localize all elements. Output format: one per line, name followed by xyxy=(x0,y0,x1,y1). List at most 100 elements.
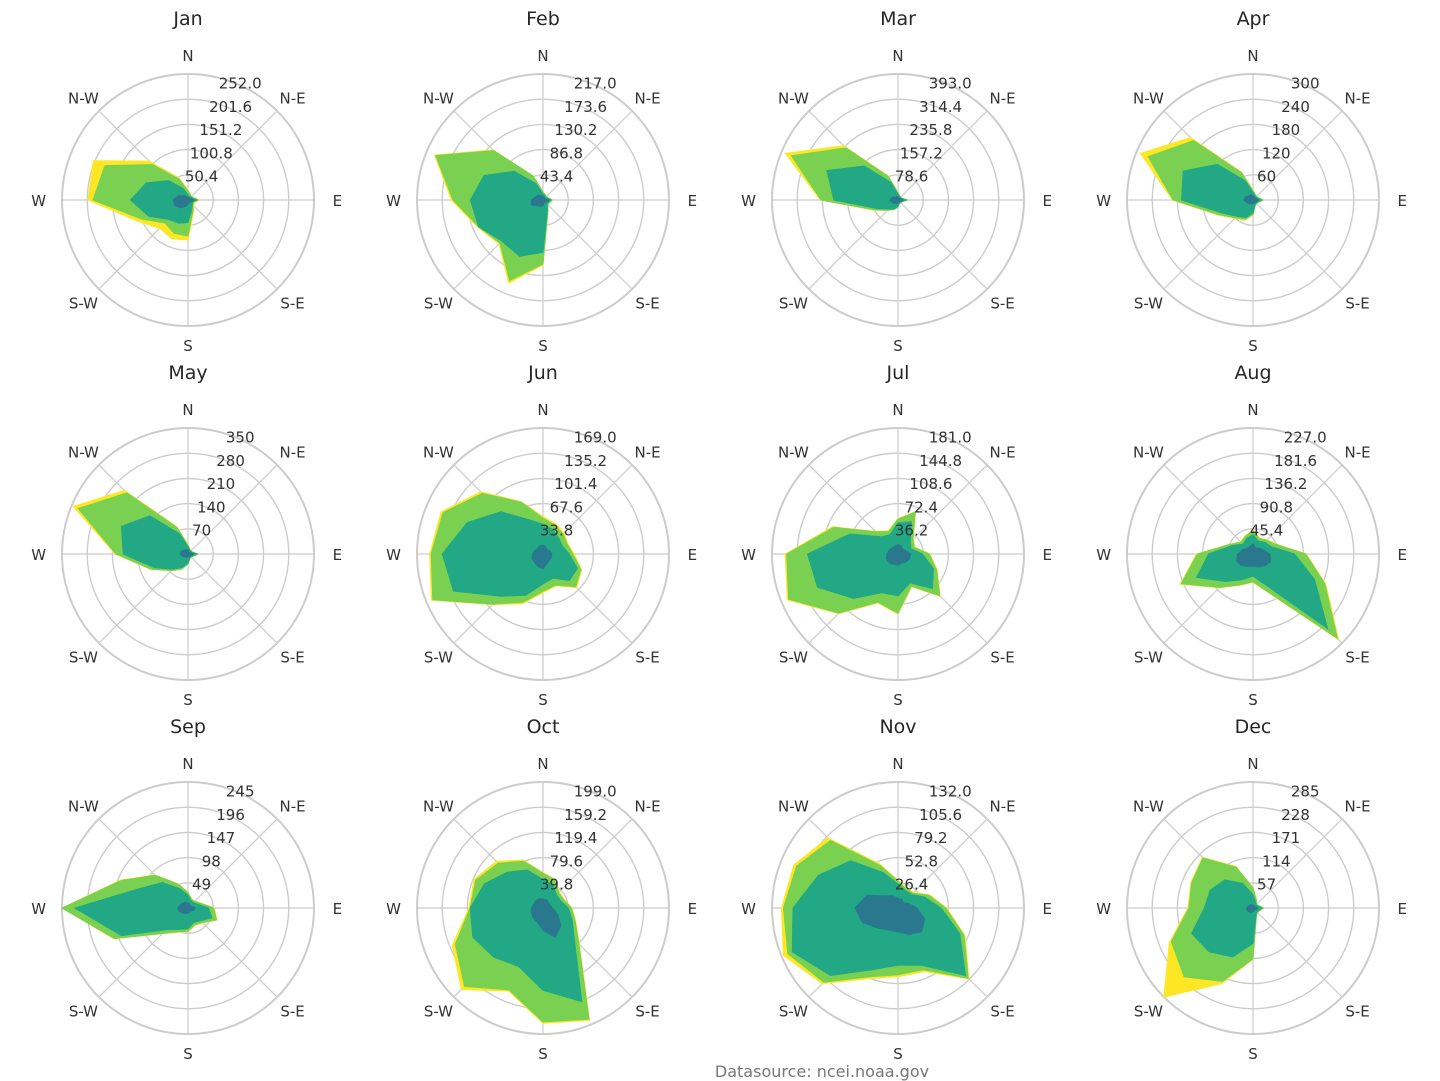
polar-panel-sep: E N-E N N-W W S-W S S-E 49 98 147 196 245 Sep xyxy=(31,716,342,1063)
wind-series-0 xyxy=(889,195,904,205)
direction-label: S xyxy=(1248,691,1258,709)
direction-label: N xyxy=(537,755,548,773)
direction-label: S xyxy=(893,337,903,355)
direction-label: N xyxy=(892,755,903,773)
wind-series-1 xyxy=(806,521,934,599)
direction-label: E xyxy=(1043,546,1052,564)
radial-tick-label: 157.2 xyxy=(900,144,943,162)
direction-label: S-W xyxy=(424,295,453,313)
radial-tick-label: 70 xyxy=(192,522,211,540)
direction-label: N-E xyxy=(990,90,1016,108)
direction-label: N-E xyxy=(280,90,306,108)
direction-label: W xyxy=(386,546,401,564)
direction-label: E xyxy=(333,546,342,564)
direction-label: S-E xyxy=(635,295,659,313)
direction-label: E xyxy=(1398,900,1407,918)
direction-label: E xyxy=(1398,546,1407,564)
radial-tick-label: 105.6 xyxy=(919,806,962,824)
polar-panel-feb: E N-E N N-W W S-W S S-E 43.4 86.8 130.2 173.6 217.0 F… xyxy=(386,8,697,355)
panel-title: Oct xyxy=(527,716,560,738)
direction-label: N xyxy=(537,401,548,419)
direction-label: E xyxy=(688,900,697,918)
radial-tick-label: 181.0 xyxy=(929,429,972,447)
direction-label: N-W xyxy=(778,444,809,462)
wind-series-0 xyxy=(854,894,926,936)
direction-label: N-E xyxy=(635,444,661,462)
radial-tick-label: 227.0 xyxy=(1284,429,1327,447)
radial-tick-label: 210 xyxy=(207,475,236,493)
panel-title: Feb xyxy=(526,8,560,30)
wind-series-1 xyxy=(1181,163,1263,219)
radial-tick-label: 147 xyxy=(207,829,236,847)
direction-label: W xyxy=(741,546,756,564)
panel-title: Aug xyxy=(1234,362,1271,384)
direction-label: N-W xyxy=(778,90,809,108)
wind-series-0 xyxy=(530,194,550,207)
wind-series-0 xyxy=(1243,194,1259,205)
direction-label: S-E xyxy=(635,649,659,667)
panel-title: Jul xyxy=(886,362,910,384)
grid-spoke xyxy=(897,110,988,201)
direction-label: S-W xyxy=(1134,1003,1163,1021)
radial-tick-label: 136.2 xyxy=(1264,475,1307,493)
panel-title: May xyxy=(168,362,207,384)
wind-series-0 xyxy=(179,548,195,558)
direction-label: S xyxy=(893,1045,903,1063)
direction-label: S xyxy=(538,691,548,709)
grid-spoke xyxy=(1252,110,1343,201)
radial-tick-label: 132.0 xyxy=(929,783,972,801)
radial-tick-label: 350 xyxy=(226,429,255,447)
radial-tick-label: 100.8 xyxy=(190,144,233,162)
wind-series-1 xyxy=(469,869,583,1003)
radial-tick-label: 240 xyxy=(1281,98,1310,116)
direction-label: W xyxy=(31,546,46,564)
radial-tick-label: 169.0 xyxy=(574,429,617,447)
direction-label: N-W xyxy=(423,798,454,816)
direction-label: S-E xyxy=(990,649,1014,667)
direction-label: N-E xyxy=(635,798,661,816)
direction-label: E xyxy=(333,192,342,210)
radial-tick-label: 79.6 xyxy=(550,852,583,870)
radial-tick-label: 98 xyxy=(202,852,221,870)
grid-spoke xyxy=(1252,818,1343,909)
grid-spoke xyxy=(1252,907,1343,998)
radial-tick-label: 151.2 xyxy=(199,121,242,139)
grid-spoke xyxy=(1252,199,1343,290)
direction-label: N-W xyxy=(68,798,99,816)
panel-title: Jan xyxy=(172,8,202,30)
direction-label: E xyxy=(1043,900,1052,918)
direction-label: S-E xyxy=(1345,1003,1369,1021)
direction-label: E xyxy=(688,546,697,564)
grid-spoke xyxy=(1252,464,1343,555)
polar-panel-nov: E N-E N N-W W S-W S S-E 26.4 52.8 79.2 105.6 132.0 No… xyxy=(741,716,1052,1063)
direction-label: S-E xyxy=(1345,295,1369,313)
direction-label: N-W xyxy=(1133,444,1164,462)
grid-spoke xyxy=(187,464,278,555)
direction-label: N xyxy=(1247,401,1258,419)
radial-tick-label: 108.6 xyxy=(909,475,952,493)
wind-series-0 xyxy=(177,901,196,915)
direction-label: N-E xyxy=(280,798,306,816)
direction-label: S-E xyxy=(990,295,1014,313)
radial-tick-label: 120 xyxy=(1262,144,1291,162)
radial-tick-label: 78.6 xyxy=(895,168,928,186)
wind-series-1 xyxy=(120,515,198,570)
radial-tick-label: 181.6 xyxy=(1274,452,1317,470)
direction-label: N-E xyxy=(1345,798,1371,816)
direction-label: E xyxy=(1043,192,1052,210)
wind-series-0 xyxy=(530,898,562,938)
wind-series-0 xyxy=(1246,904,1259,913)
direction-label: S-W xyxy=(779,295,808,313)
radial-tick-label: 79.2 xyxy=(914,829,947,847)
radial-tick-label: 33.8 xyxy=(540,522,573,540)
radial-tick-label: 140 xyxy=(197,498,226,516)
direction-label: N xyxy=(182,755,193,773)
polar-panel-aug: E N-E N N-W W S-W S S-E 45.4 90.8 136.2 181.6 227.0 A… xyxy=(1096,362,1407,709)
radial-tick-label: 159.2 xyxy=(564,806,607,824)
direction-label: S xyxy=(183,337,193,355)
direction-label: N xyxy=(537,47,548,65)
radial-tick-label: 67.6 xyxy=(550,498,583,516)
direction-label: S-E xyxy=(990,1003,1014,1021)
radial-tick-label: 201.6 xyxy=(209,98,252,116)
panel-title: Nov xyxy=(879,716,916,738)
